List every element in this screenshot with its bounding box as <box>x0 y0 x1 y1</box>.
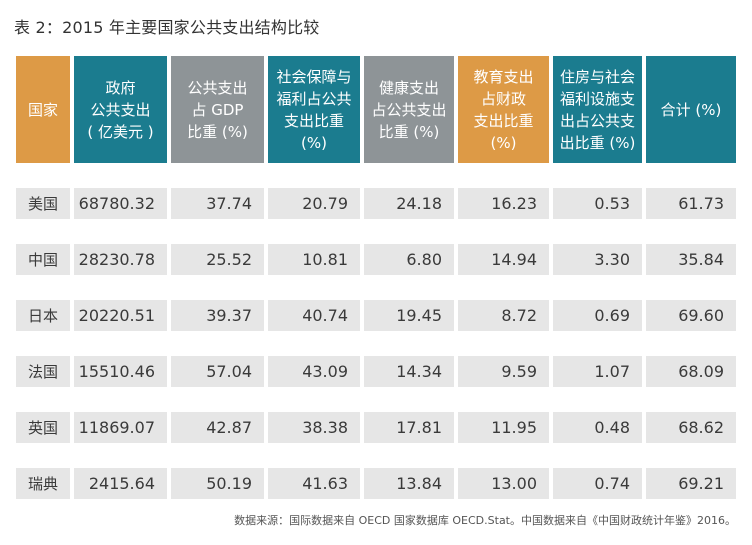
cell-gdp-share: 42.87 <box>171 412 264 443</box>
header-public-spending: 政府 公共支出 ( 亿美元 ) <box>74 56 167 163</box>
table-row: 美国 68780.32 37.74 20.79 24.18 16.23 0.53… <box>16 188 740 219</box>
cell-public-spending: 11869.07 <box>74 412 167 443</box>
cell-housing-share: 0.74 <box>553 468 642 499</box>
cell-gdp-share: 50.19 <box>171 468 264 499</box>
cell-gdp-share: 25.52 <box>171 244 264 275</box>
header-education-share: 教育支出 占财政 支出比重 (%) <box>458 56 549 163</box>
cell-country: 日本 <box>16 300 70 331</box>
table-row: 日本 20220.51 39.37 40.74 19.45 8.72 0.69 … <box>16 300 740 331</box>
cell-education-share: 13.00 <box>458 468 549 499</box>
cell-total: 69.21 <box>646 468 736 499</box>
cell-housing-share: 0.69 <box>553 300 642 331</box>
cell-social-security-share: 41.63 <box>268 468 360 499</box>
cell-public-spending: 28230.78 <box>74 244 167 275</box>
cell-health-share: 14.34 <box>364 356 454 387</box>
cell-public-spending: 20220.51 <box>74 300 167 331</box>
cell-gdp-share: 39.37 <box>171 300 264 331</box>
cell-education-share: 9.59 <box>458 356 549 387</box>
cell-public-spending: 2415.64 <box>74 468 167 499</box>
cell-social-security-share: 38.38 <box>268 412 360 443</box>
header-social-security-share: 社会保障与 福利占公共 支出比重 (%) <box>268 56 360 163</box>
table-row: 瑞典 2415.64 50.19 41.63 13.84 13.00 0.74 … <box>16 468 740 499</box>
cell-public-spending: 68780.32 <box>74 188 167 219</box>
cell-total: 61.73 <box>646 188 736 219</box>
cell-social-security-share: 10.81 <box>268 244 360 275</box>
header-health-share: 健康支出 占公共支出 比重 (%) <box>364 56 454 163</box>
cell-total: 35.84 <box>646 244 736 275</box>
cell-housing-share: 1.07 <box>553 356 642 387</box>
cell-education-share: 11.95 <box>458 412 549 443</box>
header-housing-share: 住房与社会 福利设施支 出占公共支 出比重 (%) <box>553 56 642 163</box>
cell-education-share: 14.94 <box>458 244 549 275</box>
table-row: 英国 11869.07 42.87 38.38 17.81 11.95 0.48… <box>16 412 740 443</box>
cell-housing-share: 0.53 <box>553 188 642 219</box>
cell-health-share: 17.81 <box>364 412 454 443</box>
cell-total: 68.09 <box>646 356 736 387</box>
table-title: 表 2：2015 年主要国家公共支出结构比较 <box>14 18 320 37</box>
cell-health-share: 6.80 <box>364 244 454 275</box>
cell-gdp-share: 57.04 <box>171 356 264 387</box>
cell-gdp-share: 37.74 <box>171 188 264 219</box>
cell-total: 68.62 <box>646 412 736 443</box>
cell-country: 瑞典 <box>16 468 70 499</box>
header-row: 国家 政府 公共支出 ( 亿美元 ) 公共支出 占 GDP 比重 (%) 社会保… <box>16 56 740 163</box>
cell-country: 美国 <box>16 188 70 219</box>
cell-social-security-share: 40.74 <box>268 300 360 331</box>
header-total: 合计 (%) <box>646 56 736 163</box>
cell-housing-share: 3.30 <box>553 244 642 275</box>
cell-education-share: 16.23 <box>458 188 549 219</box>
table-row: 中国 28230.78 25.52 10.81 6.80 14.94 3.30 … <box>16 244 740 275</box>
cell-housing-share: 0.48 <box>553 412 642 443</box>
cell-health-share: 13.84 <box>364 468 454 499</box>
cell-country: 英国 <box>16 412 70 443</box>
table-row: 法国 15510.46 57.04 43.09 14.34 9.59 1.07 … <box>16 356 740 387</box>
cell-social-security-share: 43.09 <box>268 356 360 387</box>
cell-social-security-share: 20.79 <box>268 188 360 219</box>
cell-education-share: 8.72 <box>458 300 549 331</box>
cell-public-spending: 15510.46 <box>74 356 167 387</box>
cell-total: 69.60 <box>646 300 736 331</box>
header-gdp-share: 公共支出 占 GDP 比重 (%) <box>171 56 264 163</box>
public-spending-table: 国家 政府 公共支出 ( 亿美元 ) 公共支出 占 GDP 比重 (%) 社会保… <box>16 56 740 499</box>
cell-country: 法国 <box>16 356 70 387</box>
cell-country: 中国 <box>16 244 70 275</box>
cell-health-share: 24.18 <box>364 188 454 219</box>
header-country: 国家 <box>16 56 70 163</box>
data-source-note: 数据来源：国际数据来自 OECD 国家数据库 OECD.Stat。中国数据来自《… <box>234 514 736 527</box>
cell-health-share: 19.45 <box>364 300 454 331</box>
